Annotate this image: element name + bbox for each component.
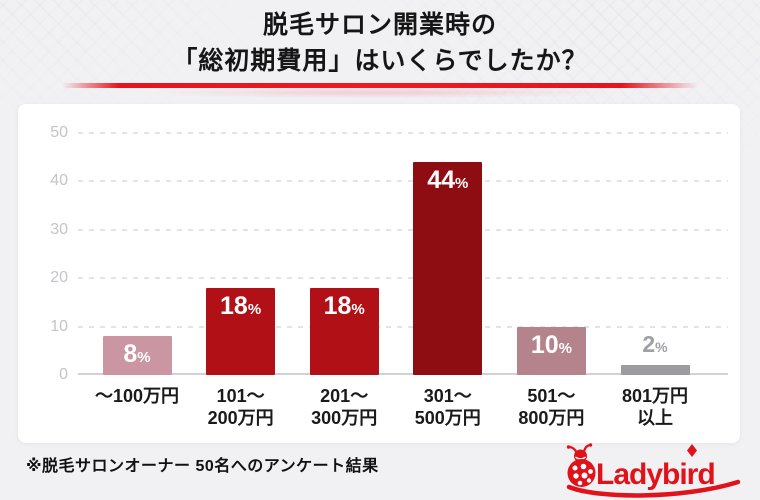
x-category-label-2: 101〜 200万円	[207, 386, 274, 428]
y-tick-0: 0	[59, 366, 68, 383]
page-title-line2: 「総初期費用」はいくらでしたか？	[172, 47, 588, 75]
x-category-label-3: 201〜 300万円	[311, 386, 378, 428]
bar-3: 18%	[309, 287, 379, 375]
ladybird-logo: Ladybird	[566, 443, 741, 498]
bar-1: 8%	[102, 336, 172, 375]
title-underline	[62, 83, 698, 88]
y-tick-50: 50	[50, 124, 68, 141]
bar-value-label: 18%	[323, 291, 365, 320]
gridline-10	[78, 325, 728, 328]
bar-value-label: 8%	[123, 340, 151, 369]
ladybug-icon	[566, 443, 596, 487]
bar-value-label: 10%	[530, 330, 572, 359]
plot-area: 0 10 20 30 40 50 8% 〜100万円 18% 101〜 200万円 18% 201〜 …	[50, 124, 728, 428]
x-axis-baseline	[78, 373, 728, 375]
bar-4: 44%	[413, 162, 483, 375]
logo-wordmark: Ladybird	[596, 458, 715, 491]
gridline-30	[78, 228, 728, 231]
x-category-label-5: 501〜 800万円	[518, 386, 585, 428]
y-tick-20: 20	[50, 269, 68, 287]
chart-card: 0 10 20 30 40 50 8% 〜100万円 18% 101〜 200万円 18% 201〜 …	[18, 104, 740, 443]
logo-diamond-icon	[687, 444, 697, 457]
bar-value-label: 18%	[220, 291, 262, 320]
bar-value-label: 44%	[427, 166, 469, 195]
page-title-line1: 脱毛サロン開業時の	[262, 11, 497, 39]
source-note: ※脱毛サロンオーナー 50名へのアンケート結果	[26, 458, 379, 475]
logo-swoosh	[566, 479, 741, 498]
bar-value-label-above: 2%	[642, 331, 668, 358]
gridline-20	[78, 277, 728, 280]
y-tick-40: 40	[50, 172, 68, 190]
y-tick-30: 30	[50, 220, 68, 238]
y-tick-10: 10	[50, 317, 68, 335]
x-category-label-6: 801万円 以上	[621, 386, 689, 428]
x-category-label-1: 〜100万円	[94, 386, 180, 406]
bar-6	[620, 365, 690, 375]
bar-5: 10%	[516, 326, 586, 375]
gridline-40	[78, 180, 728, 183]
bar-2: 18%	[206, 287, 276, 375]
chart-header: 脱毛サロン開業時の 「総初期費用」はいくらでしたか？	[0, 7, 760, 79]
x-category-label-4: 301〜 500万円	[414, 386, 481, 428]
gridline-50	[78, 132, 728, 134]
